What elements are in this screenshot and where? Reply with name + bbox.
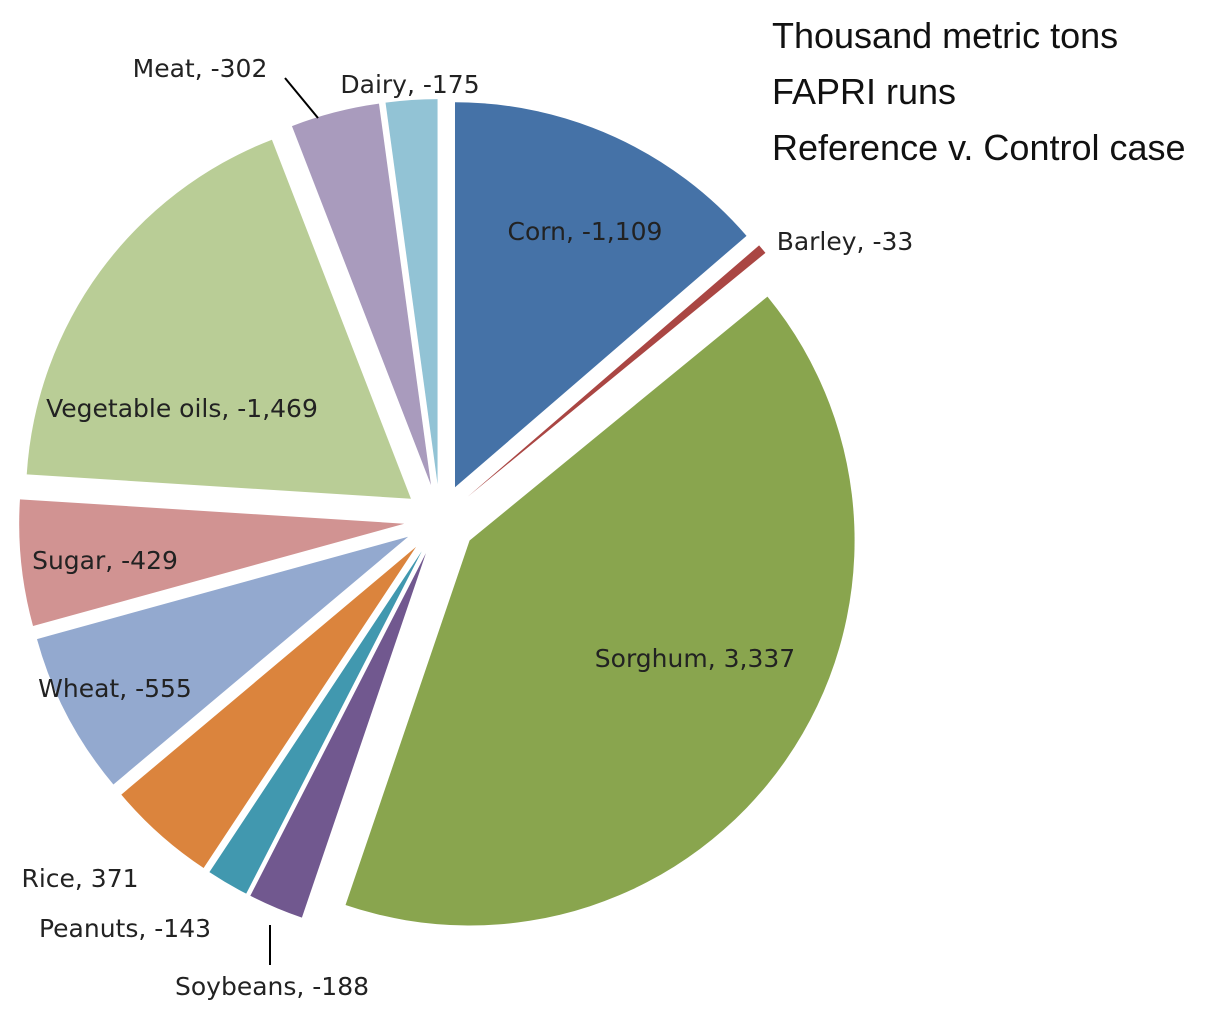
data-label: Sorghum, 3,337 xyxy=(595,644,795,673)
annotation: FAPRI runs xyxy=(772,64,1202,120)
data-label: Corn, -1,109 xyxy=(508,217,663,246)
data-label: Dairy, -175 xyxy=(340,70,479,99)
data-label: Rice, 371 xyxy=(21,864,138,893)
pie-slice xyxy=(346,297,855,926)
annotation: Reference v. Control case xyxy=(772,120,1202,176)
data-label: Meat, -302 xyxy=(133,54,268,83)
data-label: Wheat, -555 xyxy=(38,674,192,703)
data-label: Peanuts, -143 xyxy=(39,914,211,943)
data-label: Barley, -33 xyxy=(777,227,914,256)
page: Corn, -1,109 Barley, -33 Sorghum, 3,337 Soy… xyxy=(0,0,1205,1009)
leader-line xyxy=(285,78,318,118)
data-label: Sugar, -429 xyxy=(32,546,178,575)
data-label: Soybeans, -188 xyxy=(175,972,369,1001)
data-label: Vegetable oils, -1,469 xyxy=(46,394,318,423)
annotation: Thousand metric tons xyxy=(772,8,1202,64)
